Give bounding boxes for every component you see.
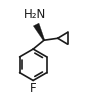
- Text: F: F: [30, 82, 36, 95]
- Text: H₂N: H₂N: [24, 8, 46, 21]
- Polygon shape: [33, 23, 45, 41]
